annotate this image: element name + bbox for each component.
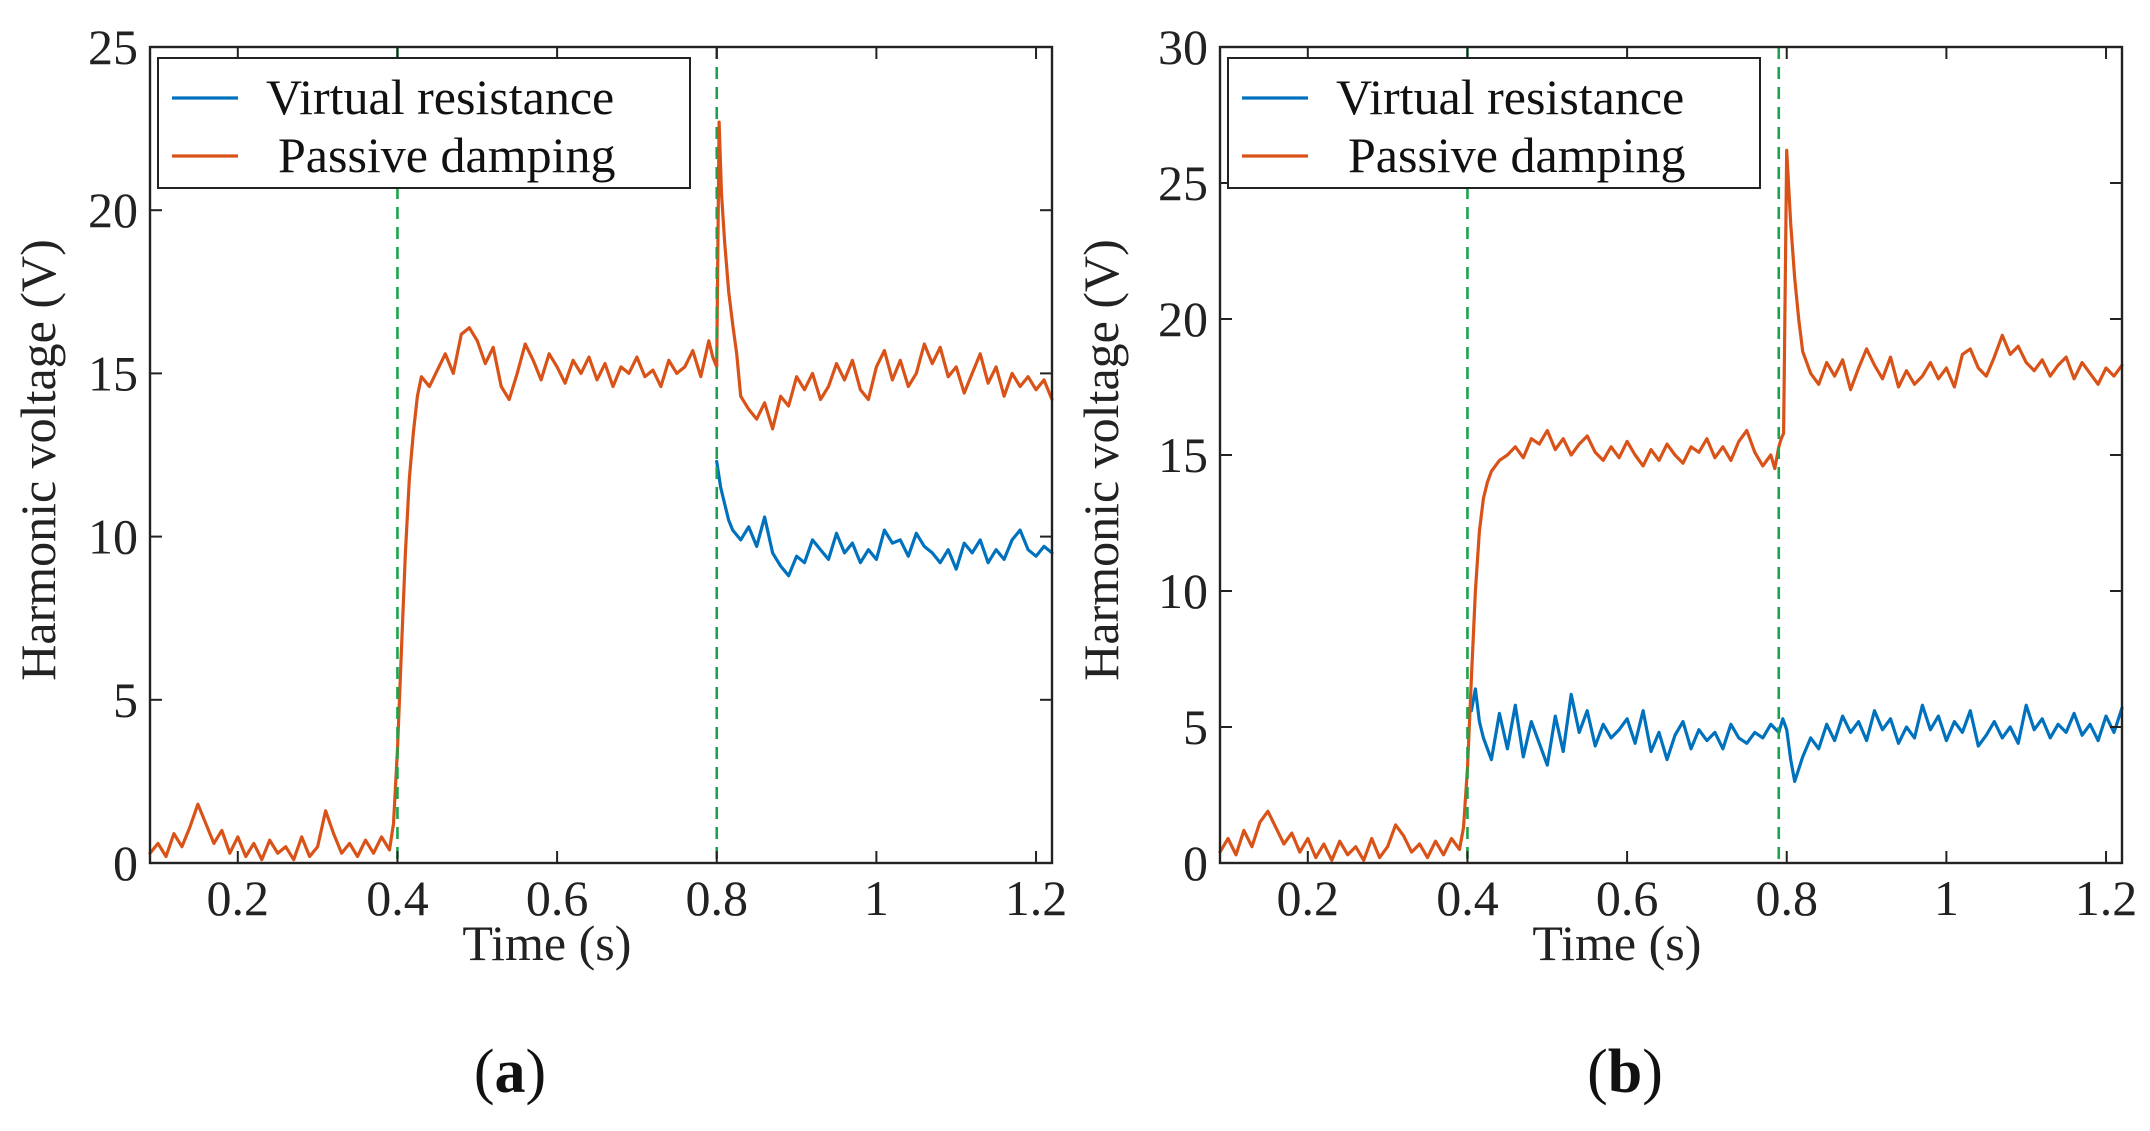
chart-b-x-tick-label: 1.2 — [2075, 870, 2138, 926]
chart-b-x-tick-label: 0.2 — [1277, 870, 1340, 926]
chart-b-legend-label-2: Passive damping — [1348, 127, 1685, 183]
chart-a-x-tick-label: 1.2 — [1005, 870, 1068, 926]
chart-a-x-tick-label: 0.4 — [366, 870, 429, 926]
chart-b-y-tick-label: 30 — [1158, 19, 1208, 75]
chart-b-y-tick-label: 5 — [1183, 699, 1208, 755]
chart-a-legend-label-1: Virtual resistance — [266, 69, 614, 125]
chart-panel-a: 0.2 0.4 0.6 0.8 1 1.2 0 5 10 15 20 25 Time (s) Harmon… — [10, 19, 1067, 1106]
chart-a-y-tick-label: 10 — [88, 509, 138, 565]
chart-a-panel-label: (a) — [474, 1038, 546, 1106]
chart-b-x-tick-label: 0.8 — [1755, 870, 1818, 926]
chart-b-x-tick-label: 0.4 — [1436, 870, 1499, 926]
chart-b-series-group — [1218, 148, 2124, 862]
chart-b-y-tick-label: 15 — [1158, 427, 1208, 483]
chart-a-legend-box — [157, 57, 691, 189]
chart-a-y-tick-label: 5 — [113, 672, 138, 728]
chart-b-y-axis-label: Harmonic voltage (V) — [1073, 239, 1129, 681]
chart-b-y-tick-label: 0 — [1183, 835, 1208, 891]
chart-b-y-tick-label: 25 — [1158, 155, 1208, 211]
chart-a-series-virtual-resistance — [715, 459, 1054, 578]
chart-a-legend-label-2: Passive damping — [278, 127, 615, 183]
chart-b-y-tick-label: 20 — [1158, 291, 1208, 347]
chart-a-y-tick-label: 20 — [88, 182, 138, 238]
chart-b-x-axis-label: Time (s) — [1532, 915, 1701, 971]
chart-a-plot-frame — [148, 45, 1054, 865]
chart-a-x-tick-label: 0.8 — [685, 870, 748, 926]
chart-a-y-tick-label: 0 — [113, 835, 138, 891]
chart-a-y-tick-label: 15 — [88, 345, 138, 401]
chart-b-series-passive-damping — [1218, 148, 2124, 862]
chart-a-x-tick-label: 1 — [864, 870, 889, 926]
chart-b-x-tick-label: 1 — [1934, 870, 1959, 926]
chart-panel-b: 0.2 0.4 0.6 0.8 1 1.2 0 5 10 15 20 25 30 Time (s) Harm… — [1073, 19, 2137, 1106]
chart-a-series-group — [148, 120, 1054, 862]
chart-a-series-passive-damping — [148, 120, 1054, 862]
chart-b-panel-label: (b) — [1587, 1038, 1663, 1106]
chart-b-legend-label-1: Virtual resistance — [1336, 69, 1684, 125]
chart-a-x-tick-label: 0.2 — [207, 870, 270, 926]
chart-a-y-axis-label: Harmonic voltage (V) — [10, 239, 66, 681]
chart-a-x-axis-label: Time (s) — [462, 915, 631, 971]
chart-b-x-tick-label: 0.6 — [1596, 870, 1659, 926]
chart-a-x-tick-label: 0.6 — [526, 870, 589, 926]
chart-b-legend-box — [1227, 57, 1761, 189]
chart-b-y-tick-label: 10 — [1158, 563, 1208, 619]
chart-a-y-tick-label: 25 — [88, 19, 138, 75]
chart-b-series-virtual-resistance — [1469, 687, 2124, 784]
